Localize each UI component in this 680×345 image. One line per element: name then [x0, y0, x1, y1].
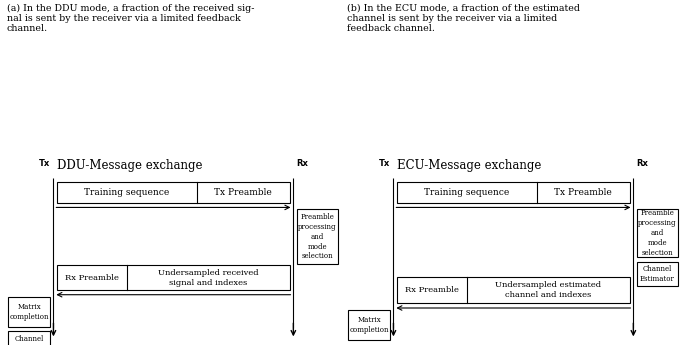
Text: Tx: Tx [379, 159, 390, 168]
Text: Preamble
processing
and
mode
selection: Preamble processing and mode selection [639, 209, 677, 257]
Text: Rx: Rx [636, 159, 649, 168]
Text: Tx Preamble: Tx Preamble [214, 188, 272, 197]
Text: Matrix
completion: Matrix completion [350, 316, 389, 334]
Text: Rx: Rx [296, 159, 309, 168]
Bar [57, 182, 290, 203]
Text: (b) In the ECU mode, a fraction of the estimated
channel is sent by the receiver: (b) In the ECU mode, a fraction of the e… [347, 3, 580, 33]
Bar [57, 265, 290, 290]
Bar [296, 209, 339, 264]
Bar [397, 277, 630, 303]
Bar [8, 331, 50, 345]
Text: Rx Preamble: Rx Preamble [405, 286, 459, 294]
Text: Preamble
processing
and
mode
selection: Preamble processing and mode selection [299, 213, 337, 260]
Text: Channel
Estimator: Channel Estimator [640, 265, 675, 283]
Text: Tx Preamble: Tx Preamble [554, 188, 612, 197]
Text: Tx: Tx [39, 159, 50, 168]
Text: Training sequence: Training sequence [424, 188, 509, 197]
Bar [397, 182, 630, 203]
Text: Rx Preamble: Rx Preamble [65, 274, 119, 282]
Text: DDU-Message exchange: DDU-Message exchange [57, 159, 202, 172]
Text: Undersampled estimated
channel and indexes: Undersampled estimated channel and index… [495, 281, 601, 299]
Bar [636, 209, 679, 257]
Text: Matrix
completion: Matrix completion [10, 303, 49, 321]
Text: Training sequence: Training sequence [84, 188, 169, 197]
Text: ECU-Message exchange: ECU-Message exchange [397, 159, 541, 172]
Bar [348, 310, 390, 340]
Bar [8, 297, 50, 327]
Text: Undersampled received
signal and indexes: Undersampled received signal and indexes [158, 269, 258, 287]
Text: (a) In the DDU mode, a fraction of the received sig-
nal is sent by the receiver: (a) In the DDU mode, a fraction of the r… [7, 3, 254, 33]
Bar [636, 262, 679, 286]
Text: Channel
Estimator: Channel Estimator [12, 335, 47, 345]
